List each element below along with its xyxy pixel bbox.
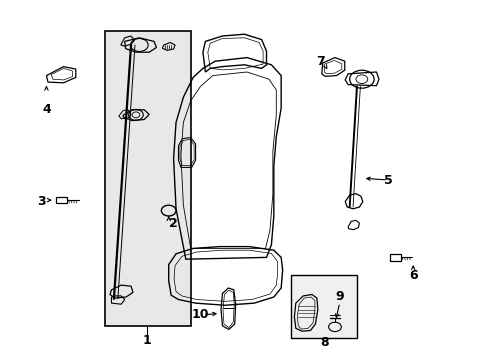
- Text: 8: 8: [319, 336, 328, 349]
- Text: 10: 10: [191, 309, 209, 321]
- Text: 5: 5: [384, 174, 392, 186]
- Text: 4: 4: [42, 103, 51, 116]
- Text: 2: 2: [169, 217, 178, 230]
- Bar: [105, 31, 190, 326]
- Text: 3: 3: [37, 195, 46, 208]
- Text: 7: 7: [315, 55, 324, 68]
- Text: 9: 9: [335, 291, 344, 303]
- Text: 1: 1: [142, 334, 151, 347]
- Bar: [290, 275, 356, 338]
- Text: 6: 6: [408, 269, 417, 282]
